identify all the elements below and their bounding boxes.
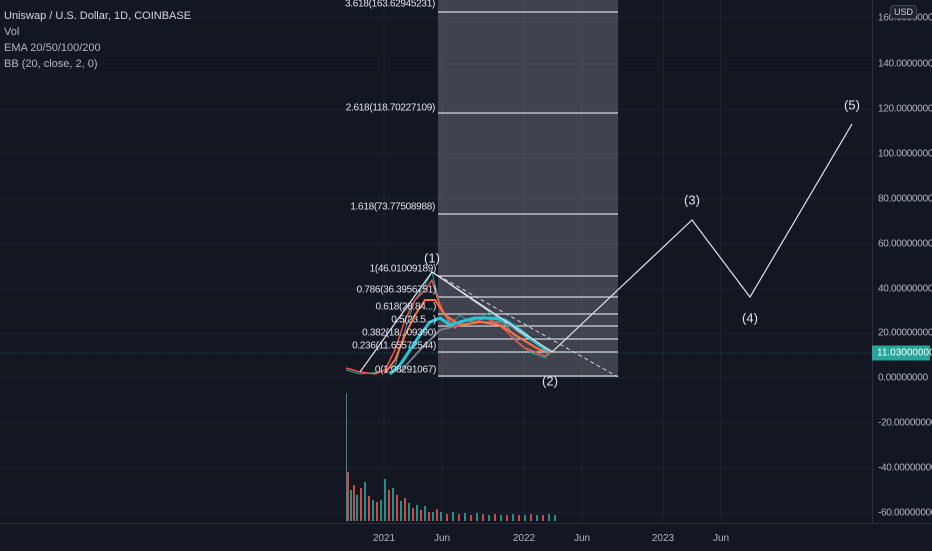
chart-legend: Uniswap / U.S. Dollar, 1D, COINBASE Vol … bbox=[4, 8, 191, 72]
price-tick: 120.00000000 bbox=[878, 103, 932, 115]
time-label: Jun bbox=[433, 533, 451, 544]
elliott-wave-path bbox=[359, 123, 853, 373]
time-label: 2021 bbox=[372, 533, 396, 544]
price-tick: -60.00000000 bbox=[878, 507, 932, 519]
indicator-ema[interactable]: EMA 20/50/100/200 bbox=[4, 42, 101, 54]
price-tick: 40.00000000 bbox=[878, 283, 932, 295]
price-tick: -20.00000000 bbox=[878, 417, 932, 429]
time-label: Jun bbox=[573, 533, 591, 544]
price-tick: 0.00000000 bbox=[878, 372, 928, 384]
time-label: 2023 bbox=[651, 533, 675, 544]
fib-label-1: 1(46.01009189) bbox=[369, 263, 437, 275]
fib-level-lines bbox=[438, 11, 618, 377]
indicator-bb[interactable]: BB (20, close, 2, 0) bbox=[4, 58, 98, 70]
currency-badge[interactable]: USD bbox=[890, 5, 918, 19]
symbol-title[interactable]: Uniswap / U.S. Dollar, 1D, COINBASE bbox=[4, 10, 192, 22]
fib-label-0236: 0.236(11.65572544) bbox=[352, 340, 436, 352]
volume-bars bbox=[346, 393, 556, 521]
fib-label-2618: 2.618(118.70227109) bbox=[345, 102, 436, 114]
fib-label-05: 0.5(23.5...) bbox=[391, 314, 436, 326]
fib-label-0: 0(1.08291067) bbox=[374, 364, 436, 376]
price-tick: 60.00000000 bbox=[878, 238, 932, 250]
price-tick: 80.00000000 bbox=[878, 193, 932, 205]
fib-label-1618: 1.618(73.77508988) bbox=[350, 201, 435, 213]
indicator-volume[interactable]: Vol bbox=[4, 26, 20, 38]
fib-label-3618: 3.618(163.62945231) bbox=[345, 0, 435, 10]
fib-label-0786: 0.786(36.3956751) bbox=[356, 284, 437, 296]
price-axis[interactable] bbox=[872, 0, 932, 523]
price-tick: 20.00000000 bbox=[878, 327, 932, 339]
time-label: 2022 bbox=[512, 533, 536, 544]
fib-label-0618: 0.618(28.84...) bbox=[375, 301, 436, 313]
wave-label-1: (1) bbox=[424, 250, 440, 266]
wave-label-5: (5) bbox=[844, 97, 860, 113]
fib-label-0382: 0.382(18...09390) bbox=[362, 327, 436, 339]
wave-label-4: (4) bbox=[742, 310, 758, 326]
price-tick: 100.00000000 bbox=[878, 148, 932, 160]
last-price-badge: 11.03000000 bbox=[872, 345, 932, 361]
time-label: Jun bbox=[712, 533, 730, 544]
price-tick: 140.00000000 bbox=[878, 58, 932, 70]
wave-label-2: (2) bbox=[542, 373, 558, 389]
price-tick: -40.00000000 bbox=[878, 462, 932, 474]
wave-label-3: (3) bbox=[684, 192, 700, 208]
time-axis[interactable] bbox=[0, 523, 932, 551]
